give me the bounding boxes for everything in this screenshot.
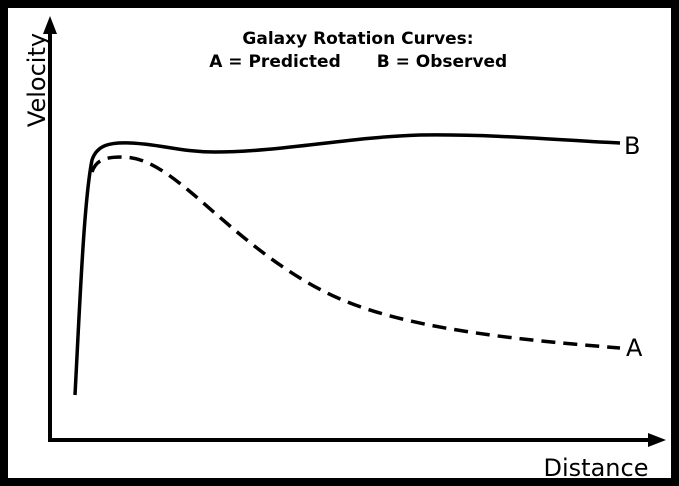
curve-label: A bbox=[626, 334, 643, 362]
y-axis-label: Velocity bbox=[23, 33, 51, 127]
x-axis-arrow bbox=[648, 433, 666, 447]
x-axis-label: Distance bbox=[544, 454, 649, 482]
title-line: A = Predicted bbox=[209, 52, 341, 72]
title-line: B = Observed bbox=[377, 52, 507, 72]
y-axis-arrow bbox=[43, 16, 57, 34]
curve-b bbox=[73, 133, 621, 396]
curve-label: B bbox=[624, 132, 640, 160]
title-line: Galaxy Rotation Curves: bbox=[242, 29, 473, 49]
background bbox=[8, 8, 671, 478]
